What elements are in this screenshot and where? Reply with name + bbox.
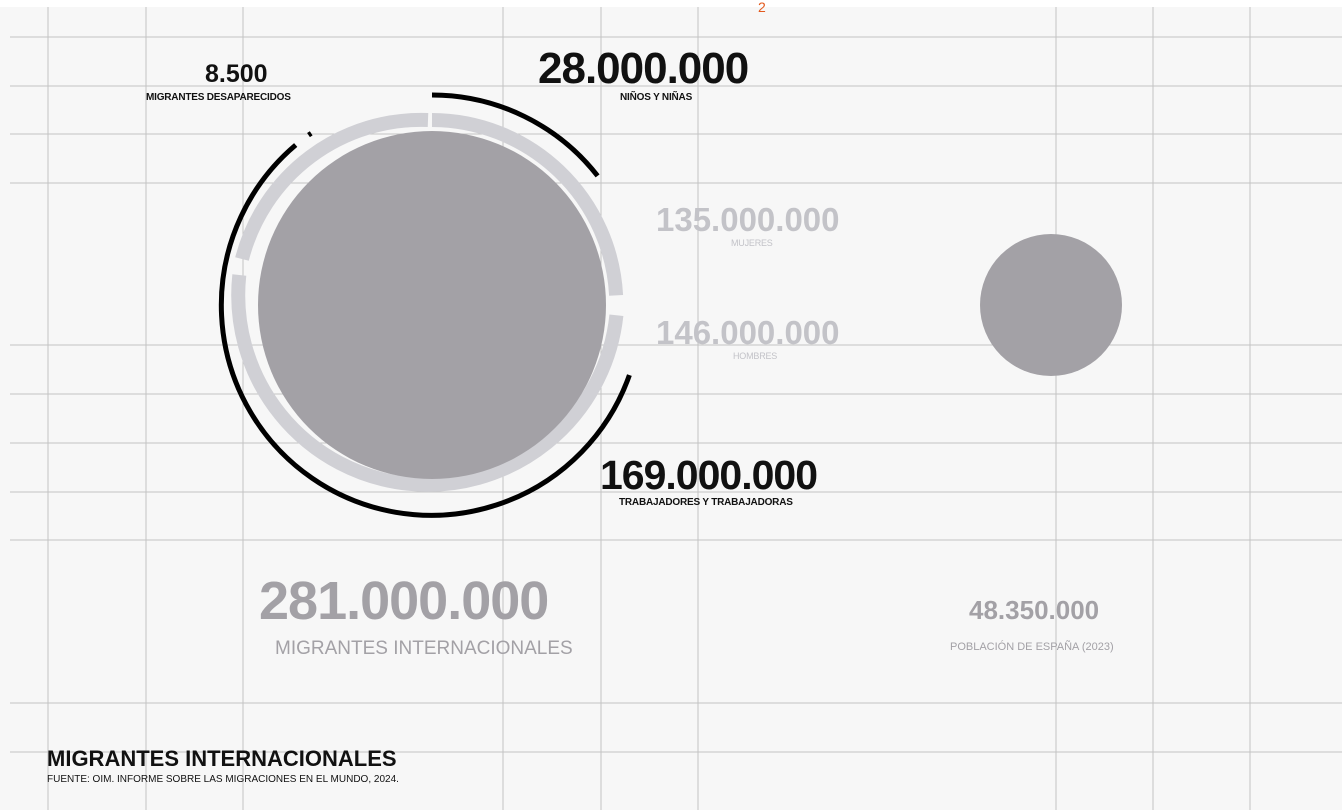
- total-migrants-value: 281.000.000: [259, 571, 549, 631]
- missing-label: MIGRANTES DESAPARECIDOS: [146, 92, 291, 103]
- workers-label: TRABAJADORES Y TRABAJADORAS: [619, 497, 793, 508]
- missing-marker: [307, 131, 313, 138]
- children-label: NIÑOS Y NIÑAS: [620, 92, 693, 103]
- spain-circle: [980, 234, 1122, 376]
- total-migrants-label: MIGRANTES INTERNACIONALES: [275, 638, 573, 659]
- footer-source: FUENTE: OIM. INFORME SOBRE LAS MIGRACION…: [47, 774, 399, 785]
- women-ring-arc: [431, 113, 624, 296]
- children-arc: [431, 92, 600, 178]
- spain-population-value: 48.350.000: [969, 595, 1100, 625]
- spain-population-label: POBLACIÓN DE ESPAÑA (2023): [950, 641, 1114, 653]
- men-label: HOMBRES: [733, 351, 778, 361]
- women-label: MUJERES: [731, 238, 773, 248]
- missing-value: 8.500: [205, 60, 268, 88]
- page-marker: 2: [758, 0, 766, 15]
- workers-arc: [218, 143, 632, 518]
- men-ring-arc: [231, 274, 624, 492]
- women-ring-arc-left: [235, 112, 429, 261]
- workers-value: 169.000.000: [600, 452, 818, 498]
- children-value: 28.000.000: [538, 44, 749, 93]
- women-value: 135.000.000: [656, 201, 840, 238]
- migrants-circle: [258, 131, 606, 479]
- footer-title: MIGRANTES INTERNACIONALES: [47, 746, 397, 771]
- men-value: 146.000.000: [656, 314, 840, 351]
